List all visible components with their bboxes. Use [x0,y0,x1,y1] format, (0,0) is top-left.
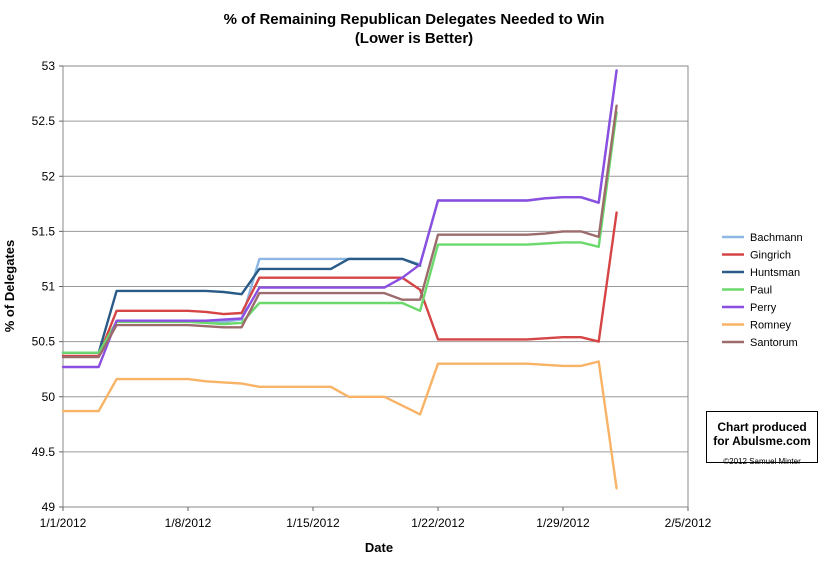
legend-label-bachmann: Bachmann [750,232,803,244]
series-lines [61,69,618,490]
series-line-paul [61,111,618,354]
x-tick-label: 1/1/2012 [40,516,87,530]
x-axis-label: Date [365,540,393,555]
y-tick-label: 51 [42,280,56,294]
series-line-romney [61,360,618,490]
credit-box: Chart produced for Abulsme.com ©2012 Sam… [706,411,818,466]
x-tick-label: 1/8/2012 [165,516,212,530]
legend: Bachmann Gingrich Huntsman Paul Perry Romney S… [722,232,803,349]
legend-label-paul: Paul [750,285,772,297]
x-tick-label: 1/15/2012 [286,516,340,530]
x-axis-ticks: 1/1/2012 1/8/2012 1/15/2012 1/22/2012 1/29/2… [40,507,712,530]
credit-line-1: Chart produced [717,420,807,434]
y-tick-label: 52 [42,169,56,183]
y-tick-label: 52.5 [32,114,56,128]
chart-title: % of Remaining Republican Delegates Need… [224,11,605,28]
credit-line-2: for Abulsme.com [713,434,811,448]
y-axis-label: % of Delegates [2,240,17,332]
y-tick-label: 50.5 [32,335,56,349]
series-line-perry [61,69,618,369]
legend-label-gingrich: Gingrich [750,250,791,262]
x-tick-label: 2/5/2012 [665,516,712,530]
series-line-gingrich [61,211,618,358]
legend-label-huntsman: Huntsman [750,267,800,279]
legend-label-romney: Romney [750,320,791,332]
x-tick-label: 1/29/2012 [536,516,590,530]
legend-label-santorum: Santorum [750,337,798,349]
y-tick-label: 53 [42,59,56,73]
series-line-huntsman [61,257,422,354]
y-tick-label: 51.5 [32,224,56,238]
y-tick-label: 49 [42,500,56,514]
y-tick-label: 50 [42,390,56,404]
x-tick-label: 1/22/2012 [411,516,465,530]
legend-label-perry: Perry [750,302,777,314]
chart-subtitle: (Lower is Better) [355,30,473,47]
credit-copyright: ©2012 Samuel Minter [723,457,801,466]
y-tick-label: 49.5 [32,445,56,459]
credit-text: Chart produced for Abulsme.com [707,420,817,448]
series-line-santorum [61,104,618,359]
y-axis-ticks: 49 49.5 50 50.5 51 51.5 52 52.5 53 [32,59,63,514]
